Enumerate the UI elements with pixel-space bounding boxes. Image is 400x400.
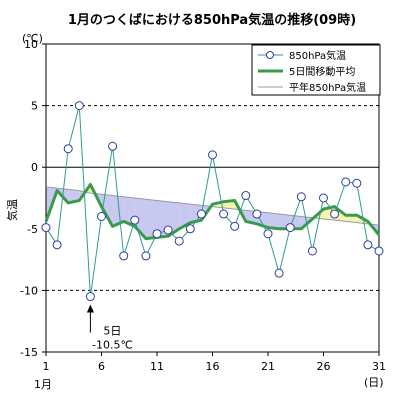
below-normal-fill [68,189,80,203]
x-unit-label: (日) [364,376,384,389]
annotation-day-label: 5日 [103,325,121,338]
daily-temperature-point [274,268,284,278]
daily-temperature-point [163,225,173,235]
daily-temperature-point [307,246,317,256]
below-normal-fill [179,202,191,229]
below-normal-fill [268,212,280,229]
daily-temperature-point [141,251,151,261]
daily-temperature-point [341,177,351,187]
x-tick-label: 26 [317,360,331,373]
annotation-value-label: -10.5℃ [92,339,133,352]
month-label: 1月 [34,378,52,391]
daily-temperature-point [252,209,262,219]
chart-title: 1月のつくばにおける850hPa気温の推移(09時) [68,12,356,28]
daily-temperature-point [52,240,62,250]
legend-label-normal: 平年850hPa気温 [289,81,366,94]
daily-temperature-point [63,144,73,154]
y-tick-label: 0 [31,161,38,174]
legend-marker-daily [266,51,274,59]
y-tick-label: -5 [27,223,38,236]
daily-temperature-point [263,229,273,239]
daily-temperature-point [185,224,195,234]
daily-temperature-series [41,101,384,302]
daily-temperature-point [119,251,129,261]
moving-average-line [44,182,381,241]
below-normal-fill [101,194,113,227]
x-tick-label: 11 [150,360,164,373]
daily-temperature-point [330,209,340,219]
minimum-annotation: 5日 -10.5℃ [86,304,133,352]
daily-temperature-point [219,209,229,219]
x-tick-label: 21 [261,360,275,373]
x-tick-label: 6 [98,360,105,373]
x-tick-label: 1 [43,360,50,373]
daily-temperature-point [208,150,217,160]
daily-temperature-point [41,223,51,233]
grid-lines [46,105,379,291]
daily-temperature-point [108,141,118,151]
legend-label-daily: 850hPa気温 [289,49,346,62]
daily-temperature-point [174,236,184,246]
daily-temperature-point [352,178,362,188]
legend-label-average: 5日間移動平均 [289,65,355,78]
daily-temperature-point [152,229,162,239]
daily-temperature-point [97,211,106,221]
moving-average-series [44,182,381,241]
daily-temperature-line [45,105,380,297]
legend: 850hPa気温 5日間移動平均 平年850hPa気温 [251,44,381,96]
y-unit-label: (℃) [22,32,43,45]
daily-temperature-point [296,192,306,202]
daily-temperature-point [230,221,240,231]
daily-temperature-point [196,209,206,219]
y-tick-label: 5 [31,100,38,113]
below-normal-fill [145,199,157,239]
daily-temperature-point [130,215,140,225]
daily-temperature-point [319,193,328,203]
y-axis-label: 気温 [5,199,19,221]
normal-deviation-fills [46,184,379,239]
daily-temperature-point [241,191,251,201]
daily-temperature-point [285,223,295,233]
below-normal-fill [112,195,124,227]
daily-temperature-point [74,101,84,111]
annotation-arrow-head [86,304,94,313]
x-tick-label: 16 [206,360,220,373]
above-normal-fill [345,215,357,223]
y-tick-label: 10 [24,38,38,51]
x-tick-label: 31 [372,360,386,373]
daily-temperature-point [85,292,95,302]
y-tick-label: -10 [20,284,38,297]
daily-temperature-point [363,240,373,250]
y-tick-label: -15 [20,346,38,359]
daily-temperature-point [374,246,384,256]
